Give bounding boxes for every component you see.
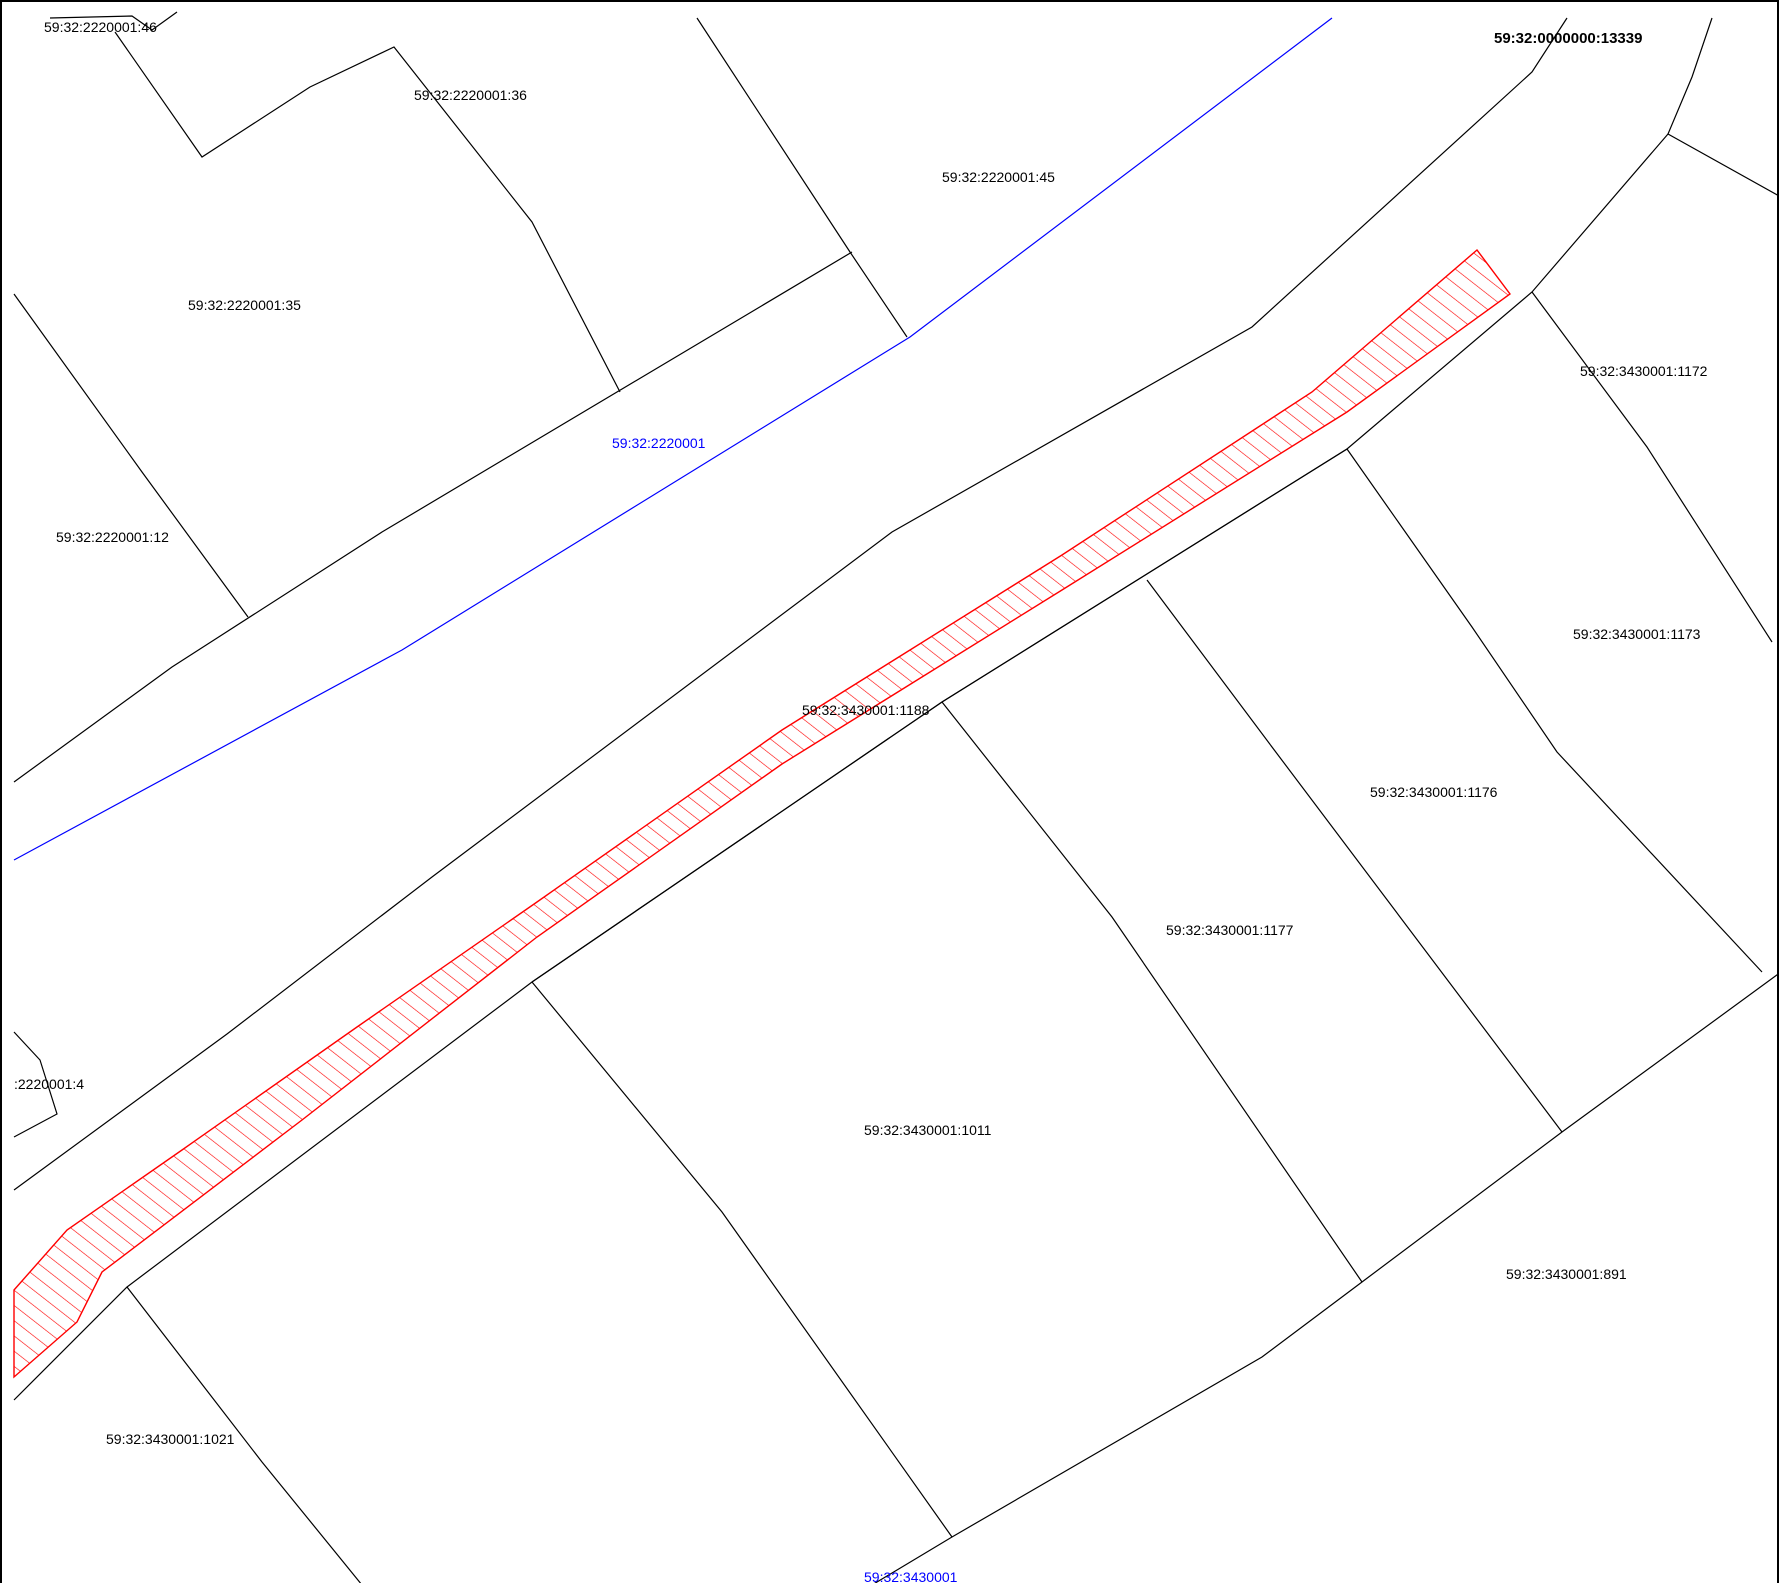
parcel-boundary: [1531, 291, 1773, 643]
parcel-boundary: [941, 701, 1363, 1283]
parcel-boundary: [531, 448, 1348, 983]
parcel-label-46: 59:32:2220001:46: [44, 19, 157, 35]
block-label-north: 59:32:2220001: [612, 435, 706, 451]
parcel-boundary: [1146, 579, 1563, 1133]
parcel-label-35: 59:32:2220001:35: [188, 297, 301, 313]
parcel-label-1177: 59:32:3430001:1177: [1166, 922, 1294, 938]
parcel-boundary: [13, 293, 249, 618]
parcel-boundary: [49, 11, 178, 31]
parcel-boundary: [874, 974, 1777, 1583]
parcel-boundary: [531, 981, 953, 1538]
parcel-boundary: [1346, 448, 1763, 973]
parcel-label-1011: 59:32:3430001:1011: [864, 1122, 992, 1138]
parcel-boundary: [13, 17, 1568, 1191]
parcel-label-12: 59:32:2220001:12: [56, 529, 169, 545]
parcel-label-1173: 59:32:3430001:1173: [1573, 626, 1701, 642]
highlighted-parcel-hatched[interactable]: [13, 248, 1511, 1379]
parcel-label-1021: 59:32:3430001:1021: [106, 1431, 235, 1447]
parcel-boundary: [696, 17, 908, 338]
parcel-label-13339: 59:32:0000000:13339: [1494, 30, 1642, 47]
block-label-south: 59:32:3430001: [864, 1569, 958, 1583]
parcel-label-1176: 59:32:3430001:1176: [1370, 784, 1498, 800]
parcel-boundary: [126, 1286, 362, 1583]
block-boundary: [13, 17, 1333, 861]
parcel-boundaries: [13, 11, 1777, 1583]
parcel-boundary: [1667, 17, 1777, 196]
parcel-boundary: [13, 251, 853, 783]
parcel-boundary: [114, 31, 621, 393]
parcel-label-36: 59:32:2220001:36: [414, 87, 527, 103]
parcel-label-1172: 59:32:3430001:1172: [1580, 363, 1708, 379]
parcel-boundary: [13, 1031, 58, 1138]
parcel-label-891: 59:32:3430001:891: [1506, 1266, 1627, 1282]
parcel-label-1188: 59:32:3430001:1188: [802, 702, 930, 718]
parcel-label-4: :2220001:4: [14, 1076, 84, 1092]
parcel-label-45: 59:32:2220001:45: [942, 169, 1055, 185]
